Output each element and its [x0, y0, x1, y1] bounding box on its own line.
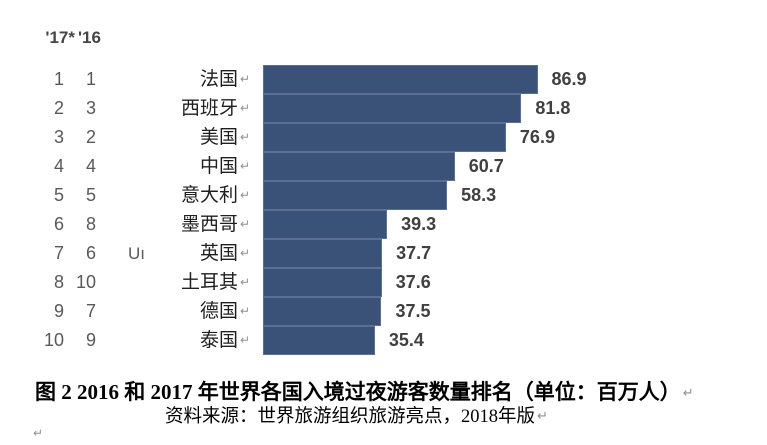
- paragraph-mark-icon: ↵: [240, 333, 251, 347]
- column-header-2016: '16: [78, 28, 101, 47]
- paragraph-mark-icon: ↵: [240, 101, 251, 115]
- rank-2016: 5: [85, 185, 96, 205]
- paragraph-mark-icon: ↵: [240, 217, 251, 231]
- rank-2016: 4: [85, 156, 96, 176]
- bar: [263, 65, 538, 94]
- bar: [263, 123, 506, 152]
- chart-row: 8 10 土耳其 ↵ 37.6: [0, 268, 767, 297]
- stray-text-artifact: Uı: [128, 244, 145, 263]
- paragraph-mark-icon: ↵: [240, 304, 251, 318]
- figure-caption-text: 图 2 2016 和 2017 年世界各国入境过夜游客数量排名（单位：百万人）: [35, 380, 681, 404]
- figure-caption: 图 2 2016 和 2017 年世界各国入境过夜游客数量排名（单位：百万人） ↵: [35, 376, 694, 406]
- bar: [263, 268, 382, 297]
- rank-2016: 2: [85, 127, 96, 147]
- rank-2017: 3: [53, 127, 64, 147]
- country-label: 美国: [199, 127, 238, 148]
- rank-2017: 1: [53, 69, 64, 89]
- bar: [263, 239, 383, 268]
- bar: [263, 326, 375, 355]
- value-label: 86.9: [551, 69, 587, 89]
- country-label: 法国: [199, 69, 238, 90]
- rank-2016: 1: [85, 69, 96, 89]
- chart-row: 4 4 中国 ↵ 60.7: [0, 152, 767, 181]
- country-label: 墨西哥: [180, 214, 238, 235]
- country-label: 土耳其: [180, 272, 238, 293]
- chart-row: 10 9 泰国 ↵ 35.4: [0, 326, 767, 355]
- chart-row: 9 7 德国 ↵ 37.5: [0, 297, 767, 326]
- rank-2017: 9: [53, 301, 64, 321]
- chart-row: 1 1 法国 ↵ 86.9: [0, 65, 767, 94]
- paragraph-mark-icon: ↵: [240, 188, 251, 202]
- country-label: 西班牙: [180, 98, 238, 119]
- rank-2017: 7: [53, 243, 64, 263]
- bar: [263, 152, 455, 181]
- rank-2016: 10: [75, 272, 96, 292]
- rank-2017: 10: [43, 330, 64, 350]
- bar-chart: '17* '16 1 1 法国 ↵ 86.9 2 3 西班牙 ↵ 81.8 3 …: [0, 28, 767, 355]
- rank-2016: 8: [85, 214, 96, 234]
- value-label: 81.8: [535, 98, 571, 118]
- rank-2016: 9: [85, 330, 96, 350]
- rank-2017: 4: [53, 156, 64, 176]
- value-label: 58.3: [461, 185, 497, 205]
- country-label: 意大利: [180, 185, 238, 206]
- paragraph-mark-icon: ↵: [537, 408, 548, 423]
- value-label: 37.5: [395, 301, 431, 321]
- country-label: 德国: [199, 301, 238, 322]
- chart-row: 3 2 美国 ↵ 76.9: [0, 123, 767, 152]
- country-label: 中国: [199, 156, 238, 177]
- rank-2016: 6: [85, 243, 96, 263]
- chart-row: 5 5 意大利 ↵ 58.3: [0, 181, 767, 210]
- value-label: 35.4: [388, 330, 424, 350]
- value-label: 37.7: [396, 243, 432, 263]
- chart-rows: 1 1 法国 ↵ 86.9 2 3 西班牙 ↵ 81.8 3 2 美国 ↵ 76…: [0, 65, 767, 355]
- paragraph-mark-icon: ↵: [240, 275, 251, 289]
- rank-2016: 7: [85, 301, 96, 321]
- bar: [263, 210, 388, 239]
- rank-2017: 5: [53, 185, 64, 205]
- paragraph-mark-icon: ↵: [682, 385, 694, 400]
- paragraph-mark-icon: ↵: [240, 246, 251, 260]
- bar: [263, 181, 448, 210]
- rank-2017: 6: [53, 214, 64, 234]
- chart-row: 2 3 西班牙 ↵ 81.8: [0, 94, 767, 123]
- paragraph-mark-icon: ↵: [33, 426, 44, 440]
- rank-2017: 2: [53, 98, 64, 118]
- value-label: 76.9: [519, 127, 555, 147]
- value-label: 37.6: [395, 272, 431, 292]
- source-note-text: 资料来源：世界旅游组织旅游亮点，2018年版: [165, 407, 536, 427]
- paragraph-mark-icon: ↵: [240, 130, 251, 144]
- value-label: 39.3: [401, 214, 437, 234]
- rank-2017: 8: [53, 272, 64, 292]
- paragraph-mark-icon: ↵: [240, 159, 251, 173]
- bar: [263, 94, 522, 123]
- value-label: 60.7: [468, 156, 504, 176]
- country-label: 英国: [199, 243, 238, 264]
- bar: [263, 297, 382, 326]
- chart-row: 6 8 墨西哥 ↵ 39.3: [0, 210, 767, 239]
- column-header-2017: '17*: [45, 28, 75, 47]
- source-note: 资料来源：世界旅游组织旅游亮点，2018年版 ↵: [165, 402, 548, 428]
- country-label: 泰国: [199, 330, 238, 351]
- rank-2016: 3: [85, 98, 96, 118]
- chart-row: 7 6 英国 ↵ 37.7 Uı: [0, 239, 767, 268]
- paragraph-mark-icon: ↵: [240, 72, 251, 86]
